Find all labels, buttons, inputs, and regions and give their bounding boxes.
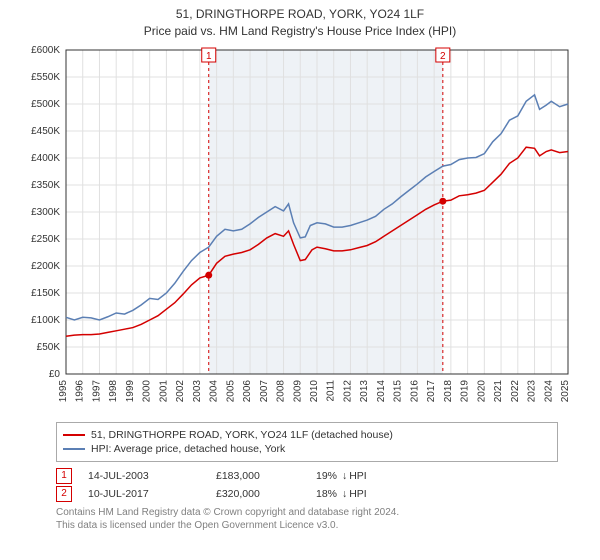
svg-text:2009: 2009: [292, 379, 303, 402]
svg-text:1997: 1997: [91, 379, 102, 402]
svg-text:£100K: £100K: [31, 315, 60, 326]
legend-swatch: [63, 434, 85, 436]
legend-label: HPI: Average price, detached house, York: [91, 443, 285, 455]
title-block: 51, DRINGTHORPE ROAD, YORK, YO24 1LF Pri…: [0, 0, 600, 40]
svg-text:2003: 2003: [192, 379, 203, 402]
sale-row: 2 10-JUL-2017 £320,000 18% HPI: [56, 486, 544, 502]
marker-badge: 1: [56, 468, 72, 484]
svg-text:2004: 2004: [209, 379, 220, 402]
svg-text:£550K: £550K: [31, 72, 60, 83]
sale-date: 14-JUL-2003: [88, 470, 216, 482]
svg-text:2016: 2016: [409, 379, 420, 402]
svg-text:1: 1: [206, 51, 212, 62]
sale-price: £183,000: [216, 470, 316, 482]
svg-text:2023: 2023: [527, 379, 538, 402]
copyright: Contains HM Land Registry data © Crown c…: [56, 506, 556, 532]
title-address: 51, DRINGTHORPE ROAD, YORK, YO24 1LF: [0, 6, 600, 23]
svg-text:2000: 2000: [142, 379, 153, 402]
sale-hpi-delta: 18% HPI: [316, 488, 436, 500]
svg-text:1995: 1995: [58, 379, 69, 402]
sale-rows: 1 14-JUL-2003 £183,000 19% HPI 2 10-JUL-…: [56, 468, 544, 502]
svg-text:1999: 1999: [125, 379, 136, 402]
chart-container: 51, DRINGTHORPE ROAD, YORK, YO24 1LF Pri…: [0, 0, 600, 560]
chart: £0 £50K £100K £150K £200K £250K £300K £350K £400…: [20, 46, 580, 416]
legend-item: 51, DRINGTHORPE ROAD, YORK, YO24 1LF (de…: [63, 429, 551, 441]
arrow-down-icon: [340, 470, 349, 482]
svg-text:2006: 2006: [242, 379, 253, 402]
legend-swatch: [63, 448, 85, 450]
svg-text:£150K: £150K: [31, 288, 60, 299]
svg-text:2021: 2021: [493, 379, 504, 402]
sale-row: 1 14-JUL-2003 £183,000 19% HPI: [56, 468, 544, 484]
svg-text:£50K: £50K: [37, 342, 61, 353]
svg-text:£600K: £600K: [31, 46, 60, 56]
svg-text:2012: 2012: [342, 379, 353, 402]
svg-text:2025: 2025: [560, 379, 571, 402]
svg-text:2007: 2007: [259, 379, 270, 402]
svg-text:2018: 2018: [443, 379, 454, 402]
svg-text:2010: 2010: [309, 379, 320, 402]
svg-text:2019: 2019: [460, 379, 471, 402]
svg-text:2001: 2001: [158, 379, 169, 402]
legend: 51, DRINGTHORPE ROAD, YORK, YO24 1LF (de…: [56, 422, 558, 462]
svg-text:2002: 2002: [175, 379, 186, 402]
svg-text:2024: 2024: [543, 379, 554, 402]
legend-item: HPI: Average price, detached house, York: [63, 443, 551, 455]
svg-text:£500K: £500K: [31, 99, 60, 110]
svg-text:£350K: £350K: [31, 180, 60, 191]
svg-text:£400K: £400K: [31, 153, 60, 164]
legend-label: 51, DRINGTHORPE ROAD, YORK, YO24 1LF (de…: [91, 429, 393, 441]
svg-text:£450K: £450K: [31, 126, 60, 137]
svg-text:£200K: £200K: [31, 261, 60, 272]
svg-text:1996: 1996: [75, 379, 86, 402]
svg-text:2008: 2008: [276, 379, 287, 402]
svg-text:2017: 2017: [426, 379, 437, 402]
svg-text:2015: 2015: [393, 379, 404, 402]
svg-text:2022: 2022: [510, 379, 521, 402]
sale-hpi-delta: 19% HPI: [316, 470, 436, 482]
sale-price: £320,000: [216, 488, 316, 500]
sale-date: 10-JUL-2017: [88, 488, 216, 500]
svg-text:1998: 1998: [108, 379, 119, 402]
arrow-down-icon: [340, 488, 349, 500]
copyright-line: This data is licensed under the Open Gov…: [56, 519, 556, 532]
svg-text:2011: 2011: [326, 379, 337, 401]
svg-text:£250K: £250K: [31, 234, 60, 245]
svg-text:£0: £0: [49, 369, 61, 380]
marker-badge: 2: [56, 486, 72, 502]
svg-text:2020: 2020: [476, 379, 487, 402]
title-sub: Price paid vs. HM Land Registry's House …: [0, 23, 600, 40]
svg-text:2013: 2013: [359, 379, 370, 402]
svg-text:2014: 2014: [376, 379, 387, 402]
svg-text:2: 2: [440, 51, 446, 62]
svg-text:£300K: £300K: [31, 207, 60, 218]
svg-text:2005: 2005: [225, 379, 236, 402]
copyright-line: Contains HM Land Registry data © Crown c…: [56, 506, 556, 519]
